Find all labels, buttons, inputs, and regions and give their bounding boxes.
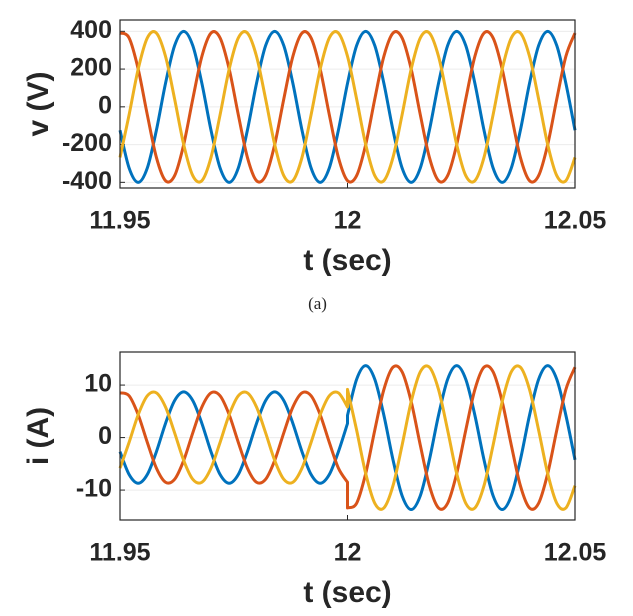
- y-axis-label: v (V): [22, 71, 55, 136]
- x-tick-label: 12.05: [544, 207, 607, 235]
- line-series: [118, 30, 577, 184]
- axes-box: [119, 351, 576, 521]
- line-series: [118, 364, 577, 511]
- x-tick-label: 12: [334, 207, 362, 235]
- x-tick-label: 12.05: [544, 539, 607, 567]
- line-series: [119, 30, 577, 184]
- y-tick-label: 400: [70, 16, 112, 44]
- x-tick-label: 11.95: [89, 539, 150, 567]
- y-tick-label: 10: [84, 370, 112, 398]
- line-series: [119, 364, 577, 511]
- x-tick-label: 11.95: [89, 207, 150, 235]
- x-axis-label: t (sec): [303, 244, 391, 277]
- y-tick-label: 200: [70, 54, 112, 82]
- axes-box: [119, 19, 576, 189]
- line-series: [118, 29, 577, 184]
- x-tick-label: 12: [334, 539, 362, 567]
- line-series: [118, 364, 577, 511]
- y-tick-label: 0: [98, 422, 112, 450]
- x-axis-label: t (sec): [303, 576, 391, 609]
- caption: (a): [308, 294, 327, 313]
- y-tick-label: 0: [98, 91, 112, 119]
- y-tick-label: -200: [62, 129, 112, 157]
- plot-area: [120, 20, 575, 188]
- y-tick-label: -10: [76, 475, 112, 503]
- y-tick-label: -400: [62, 167, 112, 195]
- y-axis-label: i (A): [22, 407, 55, 465]
